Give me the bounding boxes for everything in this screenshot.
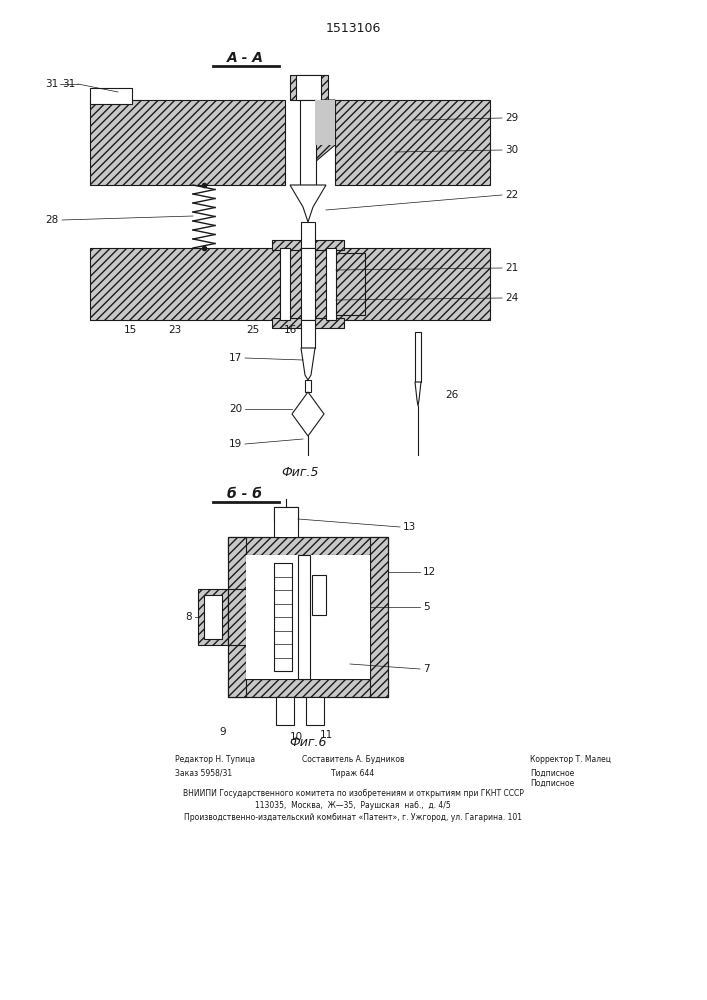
Bar [204, 595, 222, 639]
Text: Подписное: Подписное [530, 778, 574, 788]
Text: 1513106: 1513106 [325, 21, 380, 34]
Text: Заказ 5958/31: Заказ 5958/31 [175, 768, 232, 778]
Text: 24: 24 [505, 293, 518, 303]
Bar [312, 575, 326, 615]
Text: 25: 25 [246, 325, 259, 335]
Bar [246, 555, 370, 679]
Text: 28: 28 [46, 215, 59, 225]
Bar [90, 100, 285, 185]
Bar [335, 253, 365, 315]
Text: Составитель А. Будников: Составитель А. Будников [302, 756, 404, 764]
Text: 8: 8 [185, 612, 192, 622]
Bar [315, 100, 335, 145]
Text: 17: 17 [229, 353, 242, 363]
Text: 7: 7 [423, 664, 430, 674]
Text: 113035,  Москва,  Ж—35,  Раушская  наб.,  д. 4/5: 113035, Москва, Ж—35, Раушская наб., д. … [255, 800, 451, 810]
Text: 15: 15 [124, 325, 136, 335]
Bar [305, 380, 311, 392]
Bar [415, 332, 421, 382]
Bar [274, 507, 298, 537]
Bar [301, 248, 315, 320]
Bar [330, 555, 370, 679]
Bar [90, 248, 285, 320]
Text: 22: 22 [505, 190, 518, 200]
Text: 31: 31 [62, 79, 75, 89]
Bar [272, 318, 344, 328]
Bar [90, 88, 132, 104]
Bar [274, 563, 292, 671]
Bar [290, 75, 328, 100]
Bar [272, 240, 344, 250]
Text: 20: 20 [229, 404, 242, 414]
Polygon shape [315, 100, 335, 162]
Bar [198, 589, 228, 645]
Bar [301, 320, 315, 348]
Polygon shape [292, 392, 324, 436]
Text: 16: 16 [284, 325, 297, 335]
Bar [306, 697, 324, 725]
Text: Подписное: Подписное [530, 768, 574, 778]
Text: 31: 31 [45, 79, 58, 89]
Text: 10: 10 [289, 732, 303, 742]
Text: 13: 13 [403, 522, 416, 532]
Bar [228, 679, 388, 697]
Polygon shape [301, 348, 315, 380]
Text: б - б: б - б [228, 487, 262, 501]
Bar [228, 537, 388, 697]
Text: Фиг.6: Фиг.6 [289, 736, 327, 748]
Text: Корректор Т. Малец: Корректор Т. Малец [530, 756, 611, 764]
Bar [300, 100, 316, 185]
Text: Тираж 644: Тираж 644 [332, 768, 375, 778]
Bar [335, 248, 490, 320]
Polygon shape [290, 185, 326, 222]
Text: 5: 5 [423, 602, 430, 612]
Bar [298, 555, 310, 679]
Bar [274, 507, 298, 521]
Text: 30: 30 [505, 145, 518, 155]
Bar [228, 589, 246, 645]
Bar [280, 248, 290, 320]
Bar [228, 537, 388, 555]
Text: 9: 9 [220, 727, 226, 737]
Bar [276, 697, 294, 725]
Bar [280, 248, 336, 320]
Bar [370, 537, 388, 697]
Text: ВНИИПИ Государственного комитета по изобретениям и открытиям при ГКНТ СССР: ВНИИПИ Государственного комитета по изоб… [182, 788, 523, 798]
Bar [326, 248, 336, 320]
Text: Производственно-издательский комбинат «Патент», г. Ужгород, ул. Гагарина. 101: Производственно-издательский комбинат «П… [184, 812, 522, 822]
Text: A - A: A - A [226, 51, 264, 65]
Bar [246, 555, 274, 679]
Text: 26: 26 [445, 390, 458, 400]
Text: Редактор Н. Тупица: Редактор Н. Тупица [175, 756, 255, 764]
Text: 19: 19 [229, 439, 242, 449]
Bar [335, 100, 490, 185]
Polygon shape [415, 382, 421, 406]
Bar [228, 537, 246, 697]
Bar [278, 521, 294, 537]
Bar [301, 222, 315, 248]
Text: 23: 23 [168, 325, 182, 335]
Bar [296, 75, 321, 100]
Text: 29: 29 [505, 113, 518, 123]
Text: Фиг.5: Фиг.5 [281, 466, 319, 479]
Text: 12: 12 [423, 567, 436, 577]
Text: 11: 11 [320, 730, 332, 740]
Text: 21: 21 [505, 263, 518, 273]
